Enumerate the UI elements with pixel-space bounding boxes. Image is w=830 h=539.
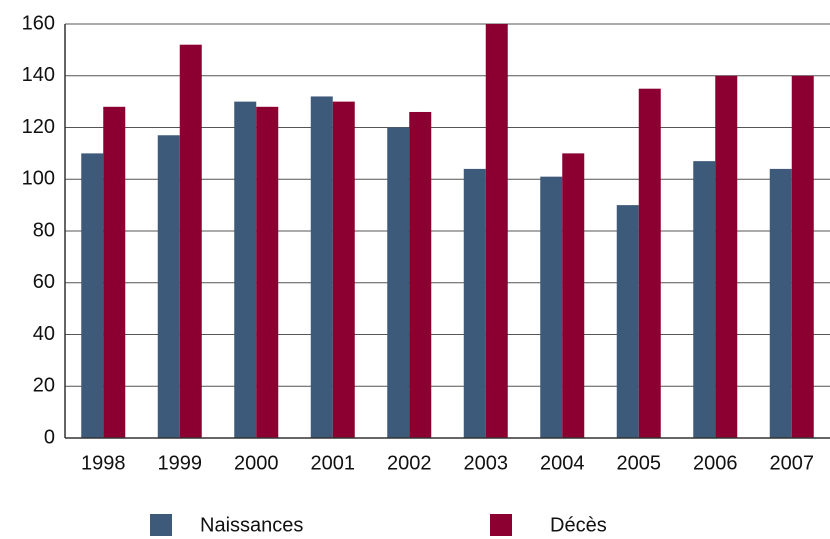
y-tick-label: 40 — [33, 323, 55, 345]
legend-swatch — [490, 514, 512, 536]
bar — [791, 75, 814, 438]
bar — [387, 127, 410, 438]
y-tick-label: 100 — [22, 168, 55, 190]
x-tick-label: 2001 — [311, 452, 356, 474]
x-tick-label: 2000 — [234, 452, 279, 474]
bar — [638, 88, 661, 438]
legend-swatch — [150, 514, 172, 536]
bar — [715, 75, 738, 438]
x-tick-label: 1998 — [81, 452, 126, 474]
bar — [81, 153, 104, 438]
bar — [616, 205, 639, 438]
legend-label: Naissances — [200, 514, 303, 536]
x-tick-label: 1999 — [158, 452, 203, 474]
bar — [103, 106, 126, 439]
x-tick-label: 2005 — [617, 452, 662, 474]
bar — [310, 96, 333, 438]
bar — [256, 106, 279, 439]
x-tick-label: 2004 — [540, 452, 585, 474]
y-tick-label: 160 — [22, 12, 55, 34]
bar — [562, 153, 585, 438]
y-tick-label: 80 — [33, 219, 55, 241]
x-tick-label: 2003 — [464, 452, 509, 474]
x-tick-label: 2002 — [387, 452, 432, 474]
y-tick-label: 140 — [22, 64, 55, 86]
bar — [769, 168, 792, 438]
bar — [179, 44, 202, 438]
legend-label: Décès — [550, 514, 607, 536]
x-tick-label: 2007 — [770, 452, 815, 474]
y-tick-label: 0 — [44, 426, 55, 448]
y-tick-label: 60 — [33, 271, 55, 293]
bar — [485, 24, 508, 438]
bar — [234, 101, 257, 438]
y-tick-label: 120 — [22, 116, 55, 138]
bar — [332, 101, 355, 438]
x-tick-label: 2006 — [693, 452, 738, 474]
bar — [463, 168, 486, 438]
bar — [157, 135, 180, 438]
bar — [409, 111, 432, 438]
bar — [693, 161, 716, 438]
y-tick-label: 20 — [33, 375, 55, 397]
bar — [540, 176, 563, 438]
